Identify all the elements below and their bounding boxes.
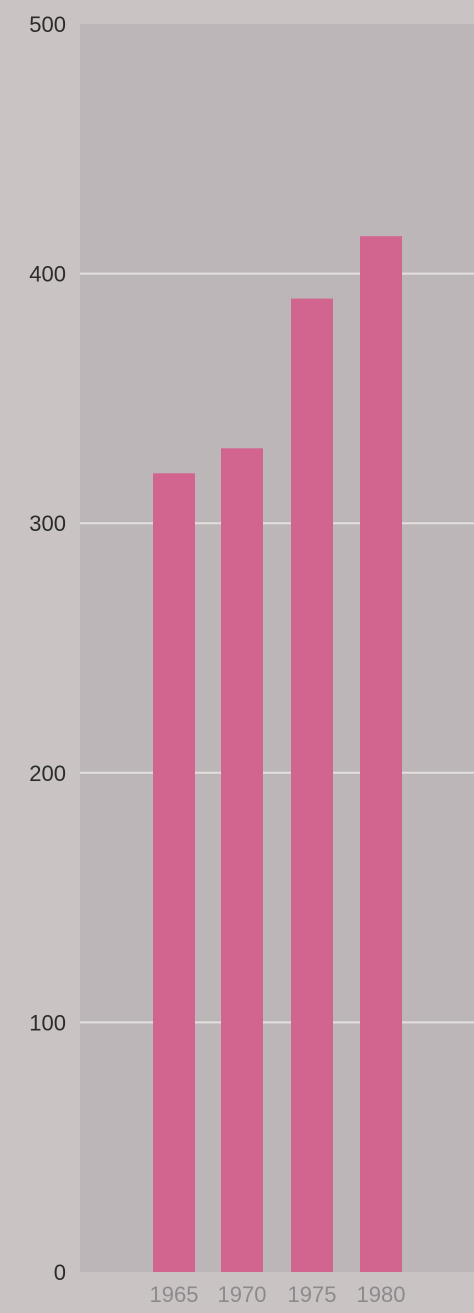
plot-area: [80, 24, 474, 1272]
y-tick-label: 300: [29, 511, 66, 536]
bar-1975: [291, 298, 333, 1272]
y-tick-label: 500: [29, 12, 66, 37]
y-tick-label: 400: [29, 262, 66, 287]
x-tick-label: 1970: [218, 1282, 267, 1307]
y-tick-label: 100: [29, 1010, 66, 1035]
gridlines: [80, 272, 474, 1024]
x-tick-label: 1975: [288, 1282, 337, 1307]
bars: [153, 236, 402, 1272]
y-axis-ticks: 0 100 200 300 400 500: [29, 12, 66, 1285]
bar-1970: [221, 448, 263, 1272]
x-axis-ticks: 1965 1970 1975 1980: [150, 1282, 406, 1307]
bar-1980: [360, 236, 402, 1272]
x-tick-label: 1980: [357, 1282, 406, 1307]
y-tick-label: 0: [54, 1260, 66, 1285]
y-tick-label: 200: [29, 761, 66, 786]
bar-1965: [153, 473, 195, 1272]
x-tick-label: 1965: [150, 1282, 199, 1307]
